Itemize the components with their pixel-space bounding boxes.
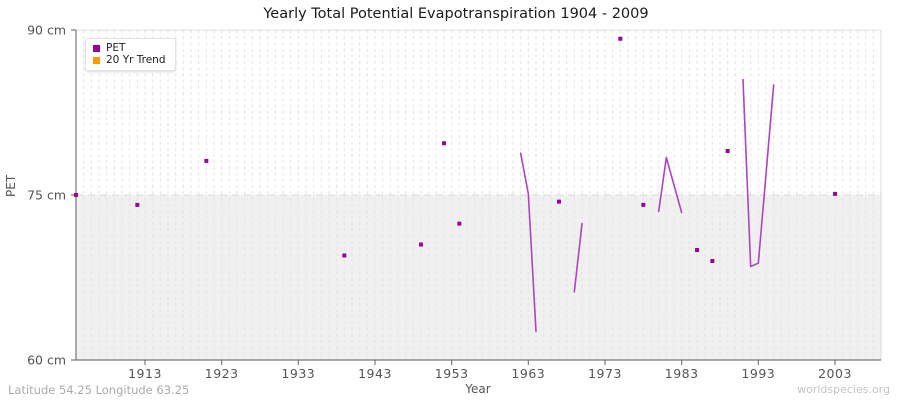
x-tick-label: 1993 [741, 366, 775, 381]
legend: PET 20 Yr Trend [85, 38, 176, 71]
y-axis-title: PET [4, 174, 18, 197]
pet-data-point [710, 259, 715, 263]
pet-series-swatch [93, 44, 100, 52]
pet-line-segment [742, 78, 775, 268]
footer-watermark-text: worldspecies.org [797, 383, 890, 396]
x-tick-label: 1973 [588, 366, 622, 381]
legend-item-pet: PET [93, 42, 166, 54]
pet-data-point [725, 149, 730, 153]
pet-line-segment [519, 152, 537, 333]
pet-line-segment [573, 222, 583, 293]
x-tick-label: 1933 [281, 366, 315, 381]
x-tick-label: 2003 [818, 366, 852, 381]
pet-data-point [457, 221, 462, 226]
x-tick-label: 1963 [511, 366, 545, 381]
chart-title: Yearly Total Potential Evapotranspiratio… [263, 6, 649, 22]
pet-data-point [342, 253, 347, 258]
y-tick-label: 75 cm [27, 188, 66, 203]
x-tick-label: 1953 [435, 366, 469, 381]
pet-data-point [204, 158, 209, 163]
pet-data-point [695, 248, 699, 252]
y-tick-label: 60 cm [27, 353, 66, 368]
footer-location-text: Latitude 54.25 Longitude 63.25 [8, 383, 190, 397]
pet-data-point [557, 199, 561, 204]
pet-data-point [419, 242, 423, 247]
legend-label-pet: PET [106, 42, 126, 54]
x-tick-label: 1923 [205, 366, 239, 381]
legend-label-trend: 20 Yr Trend [106, 54, 166, 66]
x-tick-label: 1913 [128, 366, 162, 381]
pet-data-point [833, 191, 837, 196]
pet-data-point [442, 141, 446, 146]
pet-line-segment [657, 156, 683, 214]
pet-data-point [135, 202, 140, 207]
x-axis-title: Year [465, 382, 491, 396]
pet-data-point [618, 36, 623, 41]
pet-data-point [74, 193, 78, 197]
legend-item-trend: 20 Yr Trend [93, 54, 166, 66]
shaded-band [76, 195, 881, 360]
pet-data-point [641, 202, 646, 207]
x-tick-label: 1983 [665, 366, 699, 381]
trend-series-swatch [93, 56, 100, 64]
y-tick-label: 90 cm [27, 23, 66, 38]
x-tick-label: 1943 [358, 366, 392, 381]
